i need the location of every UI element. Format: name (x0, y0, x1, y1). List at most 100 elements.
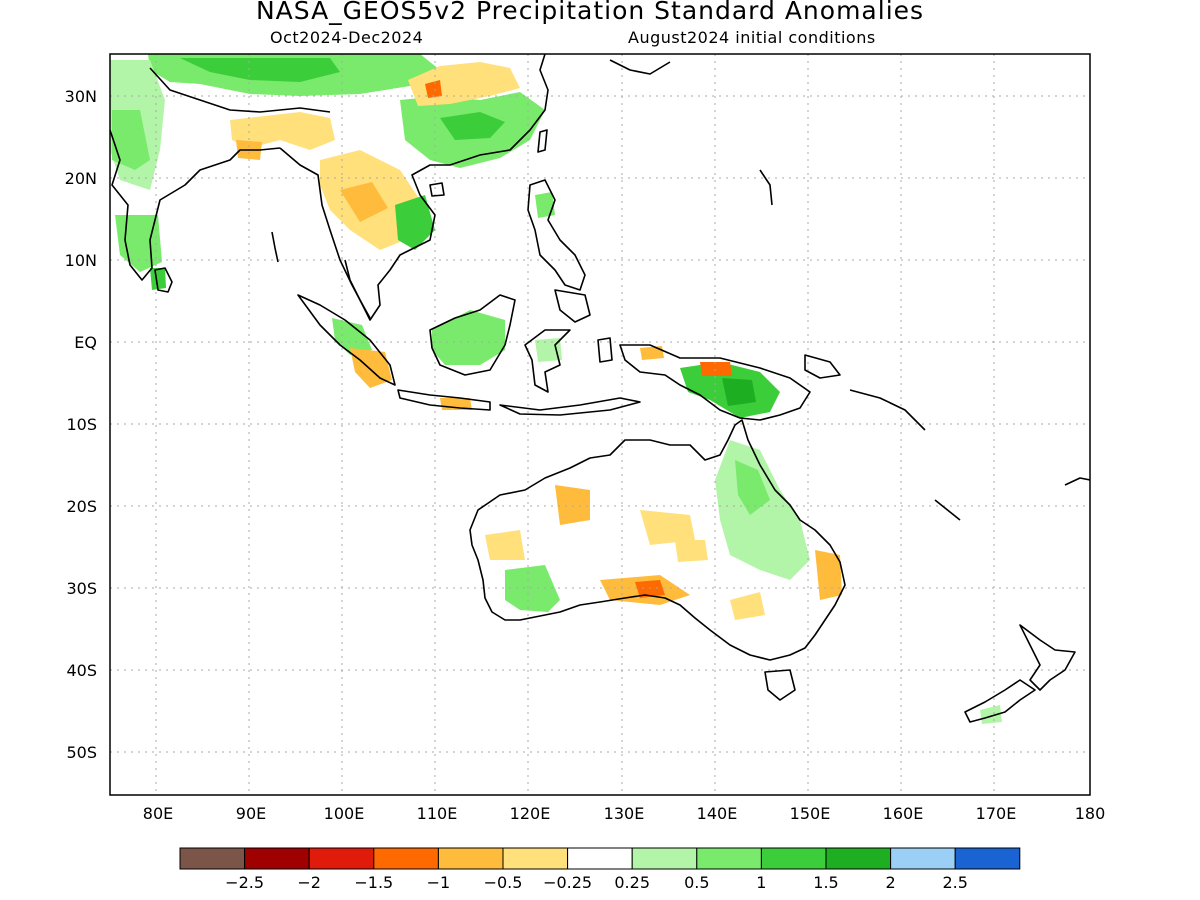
colorbar-swatch (760, 847, 827, 870)
anomaly-shading (110, 54, 1002, 724)
colorbar-labels: −2.5 −2 −1.5 −1 −0.5 −0.25 0.25 0.5 1 1.5 2 2.5 (225, 873, 968, 892)
lon-label: 130E (604, 804, 645, 823)
lat-label: 30S (66, 579, 97, 598)
coast-philippines (527, 179, 586, 291)
coast-solomons (849, 389, 926, 431)
wet-region-borneo (432, 310, 505, 365)
lon-label: 120E (510, 804, 551, 823)
coast-indochina (279, 54, 549, 321)
coast-hainan (429, 182, 445, 197)
wet-region-vietnam (395, 195, 435, 250)
map-title: NASA_GEOS5v2 Precipitation Standard Anom… (255, 0, 925, 25)
colorbar-swatch (373, 847, 439, 870)
dry-region-center (640, 510, 695, 545)
map-frame (109, 53, 1091, 796)
dry-region-central-aus (485, 530, 525, 560)
border-himalaya (149, 67, 331, 113)
colorbar-tick-label: −1.5 (354, 873, 393, 892)
coast-sumatra (297, 294, 396, 386)
lon-label: 150E (790, 804, 831, 823)
lon-label: 80E (143, 804, 173, 823)
colorbar-swatch (244, 847, 310, 870)
wet-region-newguinea-core (722, 378, 756, 406)
coast-borneo (429, 294, 516, 376)
coast-lesser-sunda (499, 397, 641, 416)
lat-label: 20N (65, 169, 97, 188)
longitude-labels: 80E 90E 100E 110E 120E 130E 140E 150E 16… (143, 804, 1106, 823)
wet-region-wa (505, 565, 560, 612)
colorbar-swatch (825, 847, 892, 870)
lon-label: 90E (236, 804, 266, 823)
colorbar-swatch (631, 847, 698, 870)
coast-newguinea (619, 344, 811, 421)
dry-region-east-aus (815, 550, 842, 600)
latitude-labels: 30N 20N 10N EQ 10S 20S 30S 40S 50S (65, 87, 97, 762)
dry-region-north-aus (675, 540, 708, 562)
coast-tasmania (764, 669, 796, 701)
dry-region-sa-core (635, 580, 665, 598)
wet-region-philippines (535, 192, 555, 218)
coast-srilanka (154, 267, 173, 293)
coast-vanuatu (934, 499, 961, 521)
lat-label: 40S (66, 661, 97, 680)
coast-andaman (271, 231, 279, 263)
lon-label: 160E (883, 804, 924, 823)
dry-region-china-core (425, 80, 442, 98)
dry-region-se-aus (730, 592, 765, 620)
lon-label: 170E (976, 804, 1017, 823)
initial-conditions: August2024 initial conditions (628, 28, 876, 47)
map-plot-area (110, 54, 1090, 795)
coast-australia (469, 419, 846, 661)
coast-maluku (597, 337, 613, 363)
colorbar-tick-label: −1 (427, 873, 451, 892)
coast-japan (609, 59, 671, 75)
coast-newbritain (804, 354, 841, 379)
colorbar-tick-label: 0.5 (684, 873, 709, 892)
colorbar-tick-label: 1 (756, 873, 766, 892)
coast-india (110, 129, 281, 281)
dry-region-sumatra (350, 348, 392, 388)
coast-taiwan (537, 129, 548, 153)
lat-label: 50S (66, 743, 97, 762)
coast-nz-north (1019, 624, 1076, 691)
coast-sulawesi (524, 329, 571, 393)
dry-region-nw-aus (555, 485, 590, 525)
lon-label: 140E (697, 804, 738, 823)
colorbar-tick-label: −2 (297, 873, 321, 892)
colorbar-tick-label: 0.25 (614, 873, 650, 892)
dry-region-newguinea (700, 362, 732, 376)
wet-region-china-core (440, 112, 505, 140)
lon-label: 110E (417, 804, 458, 823)
coast-fiji (1064, 477, 1090, 486)
colorbar-swatch (890, 847, 956, 870)
lat-label: EQ (74, 333, 97, 352)
dry-region-indochina-core (340, 182, 388, 222)
colorbar-tick-label: −0.5 (484, 873, 523, 892)
coast-marianas (759, 169, 773, 206)
dry-region-bangladesh (230, 112, 335, 150)
coastlines (110, 54, 1090, 723)
colorbar-tick-label: 2.5 (942, 873, 967, 892)
colorbar-tick-label: 1.5 (813, 873, 838, 892)
colorbar-swatch (308, 847, 375, 870)
colorbar-tick-label: −2.5 (225, 873, 264, 892)
colorbar (179, 847, 1021, 870)
coast-nz-south (964, 679, 1036, 723)
lon-label: 180 (1075, 804, 1106, 823)
forecast-period: Oct2024-Dec2024 (270, 28, 424, 47)
wet-region-tibet-core (180, 58, 340, 82)
lat-label: 10N (65, 251, 97, 270)
wet-region-india-west (112, 110, 150, 170)
colorbar-tick-label: −0.25 (543, 873, 592, 892)
wet-region-qld (715, 440, 810, 580)
wet-region-qld-core (735, 460, 770, 515)
grid-lines (110, 54, 1090, 795)
dry-region-newguinea-west (640, 346, 664, 360)
wet-region-nz (980, 705, 1002, 724)
lat-label: 10S (66, 415, 97, 434)
lat-label: 20S (66, 497, 97, 516)
colorbar-swatch (696, 847, 762, 870)
colorbar-swatch (502, 847, 569, 870)
coast-java (397, 389, 491, 411)
